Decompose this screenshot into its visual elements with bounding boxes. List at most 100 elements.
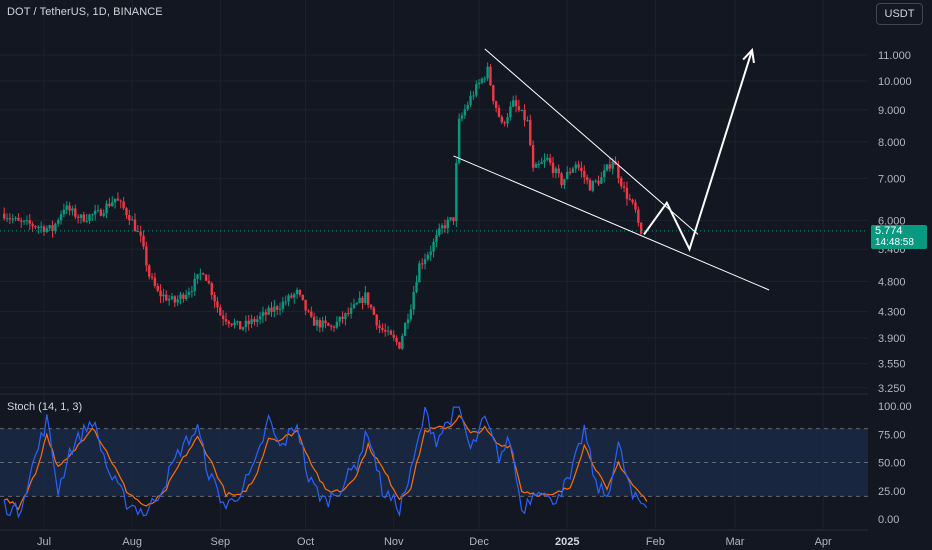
candle-body [591,181,595,191]
candle-body [133,219,137,232]
candle-body [571,168,575,173]
candle-body [389,330,393,335]
price-tick-label: 9.000 [878,105,906,117]
candle-body [566,171,569,180]
candle-body [452,217,455,222]
candle-body [378,325,381,329]
candle-body [111,202,114,207]
currency-button[interactable]: USDT [876,3,923,25]
candle-body [145,246,148,266]
candle-body [639,222,643,234]
stoch-tick-label: 0.00 [878,514,899,526]
candle-body [568,171,572,173]
candle-body [216,301,219,308]
candle-body [233,322,236,326]
stoch-d-line [3,414,648,511]
candle-body [167,298,171,301]
candle-body [96,209,100,211]
candle-body [196,274,199,279]
candle-body [34,226,37,228]
candle-body [392,334,395,338]
candle-body [617,164,620,179]
candle-body [463,109,467,116]
price-tick-label: 6.000 [878,215,906,227]
candle-body [11,218,14,220]
price-tick-label: 11.000 [878,50,911,62]
price-tick-label: 3.550 [878,359,906,371]
candle-body [278,308,282,310]
candle-body [366,292,370,305]
candle-body [500,116,504,123]
candle-body [2,213,6,219]
candle-body [14,217,17,219]
candle-body [156,285,159,291]
candle-body [503,122,506,124]
candle-body [412,291,415,310]
candle-body [517,106,521,111]
candle-body [17,217,20,221]
candle-body [91,214,94,216]
candle-body [358,297,361,303]
candle-body [264,312,268,315]
candle-body [440,225,444,229]
candle-body [361,297,364,304]
candle-body [219,307,222,316]
candle-body [369,304,373,308]
stoch-lines [3,406,648,519]
candle-body [150,276,154,278]
price-tick-label: 7.000 [878,173,906,185]
candle-body [381,328,384,331]
candle-body [409,309,413,320]
candle-body [51,225,54,232]
candle-body [480,78,484,83]
candle-body [187,292,191,295]
candle-body [364,292,367,304]
candle-body [170,296,174,299]
candle-body [406,319,410,324]
candle-body [446,219,449,229]
candle-body [423,259,427,264]
candle-body [537,163,540,165]
time-tick-label: Dec [469,536,489,548]
candle-body [153,277,157,286]
candle-body [597,180,600,184]
wedge-upper-line [484,48,699,235]
candle-body [628,198,631,200]
candle-body [270,307,273,312]
candle-body [190,291,194,293]
candle-body [551,162,555,174]
candle-body [531,145,535,168]
bar-countdown: 14:48:58 [875,237,914,248]
candle-body [557,168,560,174]
candle-body [82,214,86,222]
candle-body [588,180,592,191]
candle-body [39,226,43,228]
candle-body [520,109,523,111]
candle-body [398,342,401,349]
candle-body [290,295,293,298]
candle-body [165,294,168,301]
candle-body [355,302,358,305]
candle-body [529,120,532,146]
time-tick-label: Sep [211,536,231,548]
candle-body [28,220,31,224]
candle-body [372,307,376,315]
candle-body [139,231,142,236]
candle-body [99,209,103,216]
symbol-title[interactable]: DOT / TetherUS, 1D, BINANCE [7,6,163,18]
price-axis[interactable]: 11.00010.0009.0008.0007.0006.0005.4004.8… [868,0,932,550]
candle-body [625,187,629,199]
candle-body [119,200,122,202]
candle-body [560,173,563,186]
candle-body [304,299,307,311]
price-tick-label: 8.000 [878,137,906,149]
candle-body [386,330,390,332]
candle-body [247,320,250,325]
candle-body [546,157,549,160]
stoch-tick-label: 100.00 [878,401,912,413]
price-tick-label: 4.300 [878,306,906,318]
candle-body [574,164,577,169]
time-axis[interactable]: Jul Aug Sep Oct Nov Dec 2025 Feb Mar Apr [37,536,832,548]
stoch-title[interactable]: Stoch (14, 1, 3) [7,401,83,413]
candle-body [602,170,606,178]
